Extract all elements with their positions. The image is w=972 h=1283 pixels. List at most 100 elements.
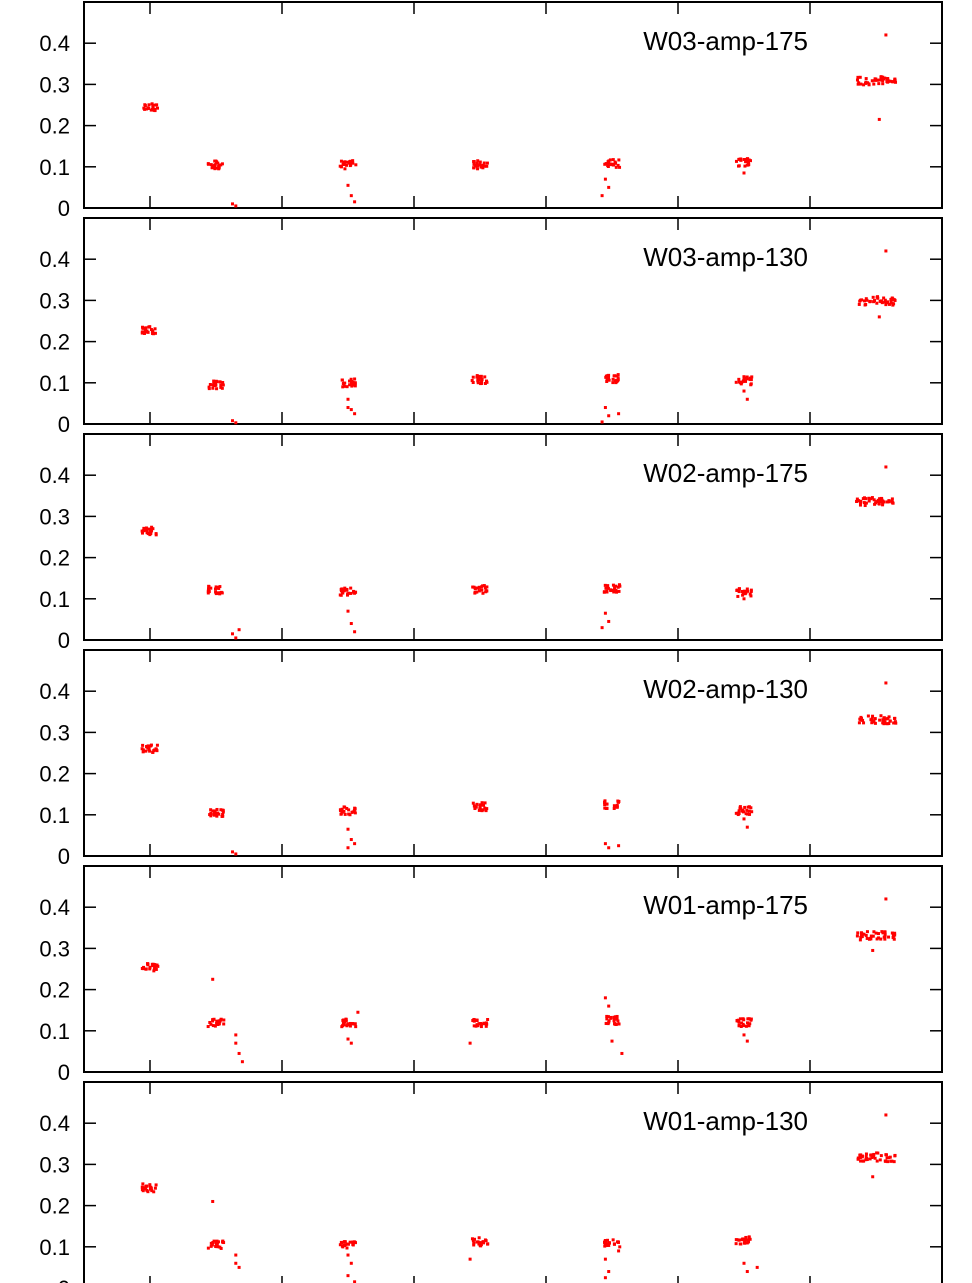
y-tick-label: 0.2 [39,330,70,355]
data-point [209,163,213,167]
data-point [747,1236,751,1240]
data-point [877,78,881,82]
y-tick-label: 0.2 [39,114,70,139]
data-point [240,1060,244,1064]
data-point [338,808,342,812]
data-point [140,330,144,334]
data-point [875,1159,879,1163]
data-point [219,383,223,387]
data-point [749,806,753,810]
data-point [340,807,344,811]
data-point [483,806,487,810]
data-point [742,1033,746,1037]
data-point [471,801,475,805]
data-point [605,1242,609,1246]
data-point [478,807,482,811]
y-tick-label: 0 [58,844,70,869]
data-point [474,163,478,167]
data-point [340,587,344,591]
data-point [472,1243,476,1247]
data-point [612,1019,616,1023]
data-point [864,1152,868,1156]
data-point [144,1187,148,1191]
data-point [865,298,869,302]
data-point [877,936,881,940]
data-point [734,159,738,163]
data-point [613,1015,617,1019]
data-point [475,1019,479,1023]
data-point [738,1242,742,1246]
data-point [351,159,355,163]
data-point [864,933,868,937]
data-point [885,1156,889,1160]
data-point [346,397,350,401]
data-point [603,583,607,587]
data-point [857,302,861,306]
data-point [479,1025,483,1029]
data-point [893,720,897,724]
data-point [612,806,616,810]
data-point [739,158,743,162]
data-point [889,300,893,304]
data-point [742,171,746,175]
data-point [742,1018,746,1022]
data-point [346,1253,350,1257]
data-point [213,587,217,591]
data-point [213,163,217,167]
data-point [153,1186,157,1190]
data-point [474,1024,478,1028]
data-point [348,1021,352,1025]
data-point [214,159,218,163]
data-point [603,406,607,410]
data-point [222,1022,226,1026]
y-tick-label: 0.1 [39,587,70,612]
data-point [871,720,875,724]
data-point [144,967,148,971]
data-point [215,1019,219,1023]
data-point [607,373,611,377]
data-point [480,802,484,806]
data-point [872,1152,876,1156]
data-point [338,164,342,168]
data-point [894,721,898,725]
data-point [152,969,156,973]
y-tick-label: 0.3 [39,720,70,745]
data-point [749,594,753,598]
data-point [206,591,210,595]
data-point [146,527,150,531]
panel-w03-amp-130: 0 0.1 0.2 0.3 0.4 W03-amp-130 [39,217,943,437]
data-point [744,1024,748,1028]
data-point [145,107,149,111]
data-point [213,810,217,814]
data-point [869,497,873,501]
data-point [350,1240,354,1244]
data-point [892,302,896,306]
data-point [615,590,619,594]
data-point [347,591,351,595]
data-point [346,406,350,410]
data-point [345,1246,349,1250]
data-point [611,381,615,385]
data-point [142,529,146,533]
data-point [350,810,354,814]
legend-marker [884,33,888,37]
data-point [755,1265,759,1269]
data-point [736,1238,740,1242]
data-point [478,160,482,164]
data-point [144,526,148,530]
data-point [348,1240,352,1244]
data-point [145,1184,149,1188]
legend-label: W02-amp-175 [643,458,808,488]
data-point [155,103,159,107]
data-point [884,303,888,307]
data-point [740,380,744,384]
data-point [350,382,354,386]
data-point [147,103,151,107]
data-point [616,163,620,167]
data-point [486,1242,490,1246]
data-point [878,497,882,501]
data-point [342,384,346,388]
data-point [740,1021,744,1025]
data-point [217,164,221,168]
data-point [864,1155,868,1159]
